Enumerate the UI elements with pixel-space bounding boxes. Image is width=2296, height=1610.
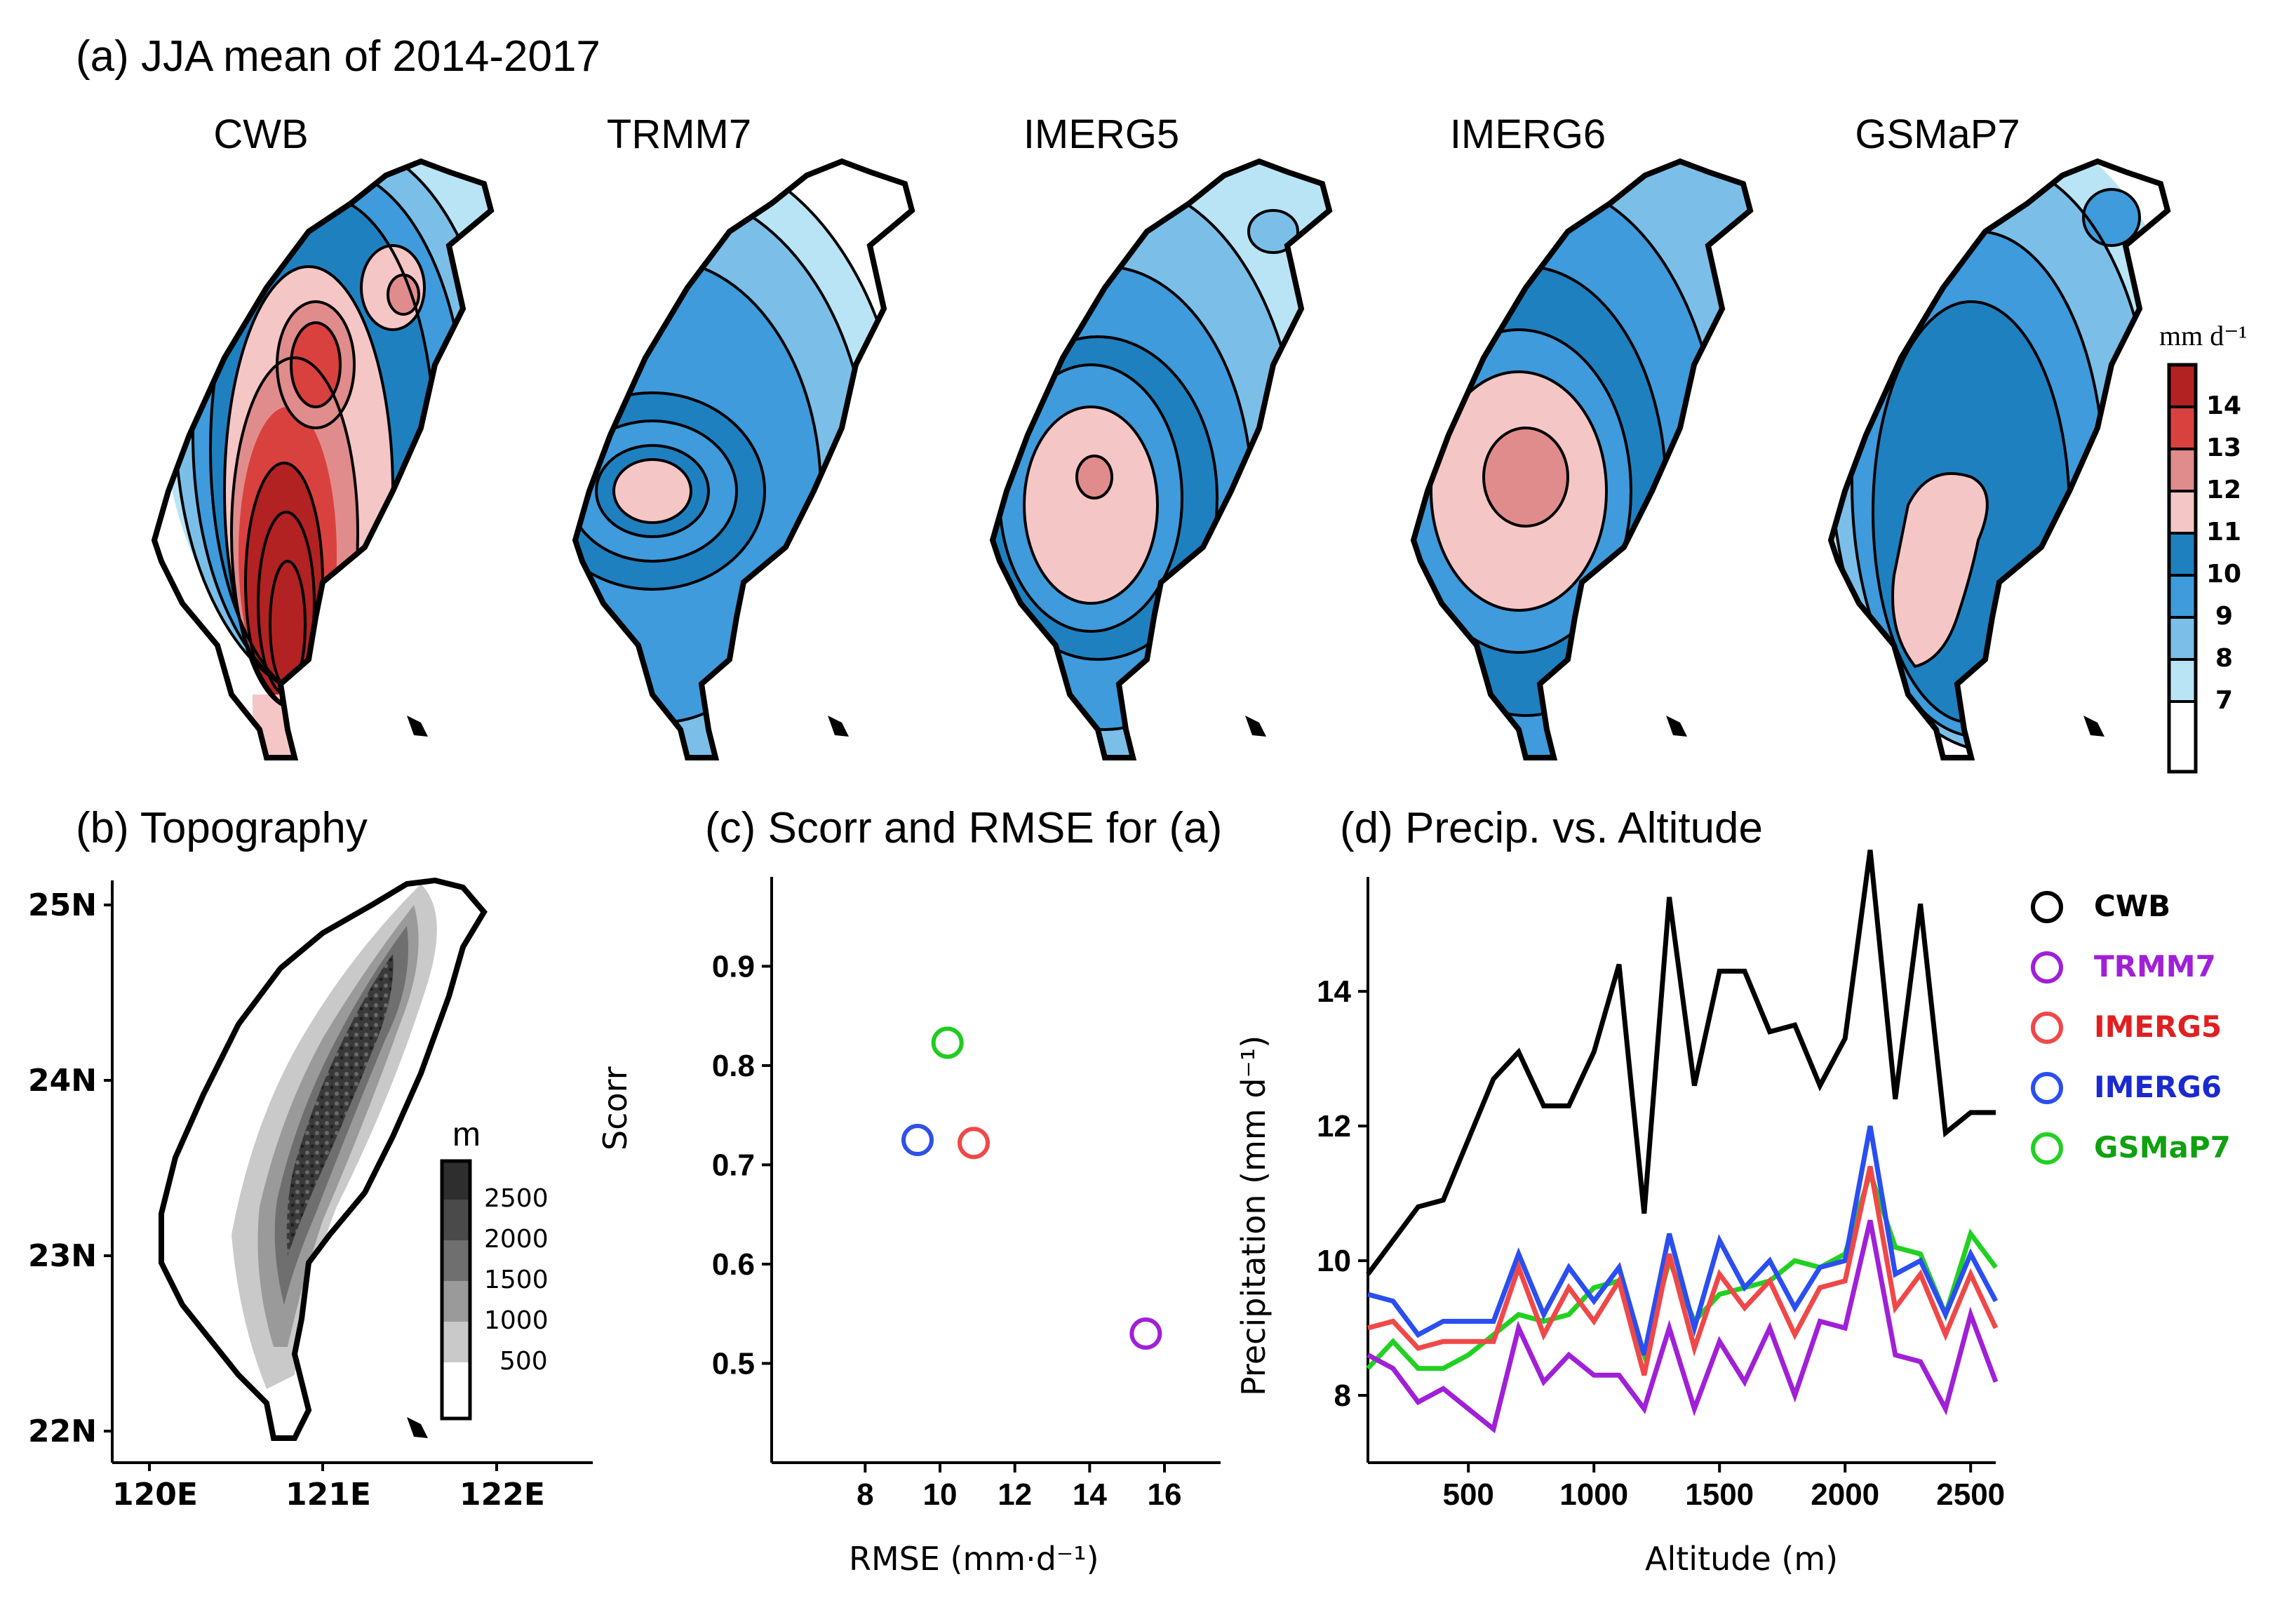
scatter-y-tick-label: 0.5	[712, 1346, 755, 1381]
scatter-point-gsmap7	[931, 1026, 964, 1059]
scatter-y-tick-label: 0.7	[712, 1148, 755, 1182]
scatter-x-tick-label: 16	[1148, 1477, 1182, 1512]
colorbar-swatch	[2169, 533, 2196, 575]
map-title-trmm7: TRMM7	[606, 112, 752, 157]
topo-colorbar-label: 2000	[484, 1225, 549, 1254]
colorbar-swatch	[2169, 491, 2196, 533]
scatter-y-tick-label: 0.6	[712, 1247, 755, 1282]
colorbar-label: 7	[2215, 686, 2234, 715]
scatter-y-tick-label: 0.8	[712, 1049, 755, 1083]
line-x-tick-label: 500	[1442, 1477, 1493, 1512]
line-y-tick-label: 14	[1317, 974, 1351, 1009]
colorbar-precip-unit: mm d⁻¹	[2159, 320, 2248, 351]
panel-a-title: (a) JJA mean of 2014-2017	[76, 32, 600, 81]
colorbar-label: 8	[2215, 644, 2234, 673]
lon-tick-122e: 122E	[459, 1477, 545, 1512]
line-y-tick-label: 12	[1317, 1109, 1351, 1143]
map-title-cwb: CWB	[213, 112, 309, 157]
colorbar-label: 13	[2206, 434, 2242, 462]
map-title-gsmap7: GSMaP7	[1855, 112, 2020, 157]
line-x-tick-label: 1000	[1559, 1477, 1628, 1512]
colorbar-topo-unit: m	[452, 1116, 481, 1153]
colorbar-label: 12	[2206, 476, 2242, 504]
colorbar-swatch	[2169, 617, 2196, 659]
line-x-tick-label: 2000	[1811, 1477, 1879, 1512]
topo-colorbar-label: 1500	[484, 1266, 549, 1294]
topo-colorbar-label: 1000	[484, 1306, 549, 1335]
lat-tick-25n: 25N	[28, 887, 98, 923]
panel-b-title: (b) Topography	[76, 804, 368, 852]
scatter-x-tick-label: 12	[998, 1477, 1032, 1512]
colorbar-swatch	[2169, 449, 2196, 491]
lon-tick-120e: 120E	[112, 1477, 198, 1512]
scatter-x-tick-label: 14	[1073, 1477, 1107, 1512]
legend-label-gsmap7: GSMaP7	[2094, 1130, 2231, 1165]
series-line-imerg5	[1367, 1165, 1999, 1376]
topo-colorbar-label: 2500	[484, 1184, 549, 1213]
scatter-y-tick-label: 0.9	[712, 949, 755, 984]
panel-d-title: (d) Precip. vs. Altitude	[1340, 804, 1764, 852]
legend-marker-cwb	[2031, 891, 2063, 923]
scatter-xlabel: RMSE (mm·d⁻¹)	[849, 1540, 1099, 1578]
legend-label-trmm7: TRMM7	[2094, 949, 2216, 984]
map-title-imerg5: IMERG5	[1023, 112, 1180, 157]
scatter-point-imerg5	[958, 1127, 990, 1160]
colorbar-label: 10	[2206, 560, 2242, 589]
series-line-trmm7	[1367, 1219, 1999, 1434]
line-x-tick-label: 1500	[1685, 1477, 1754, 1512]
line-ylabel: Precipitation (mm d⁻¹)	[1235, 1035, 1273, 1396]
lat-tick-22n: 22N	[28, 1414, 98, 1449]
series-line-imerg6	[1367, 1125, 1999, 1356]
map-title-imerg6: IMERG6	[1449, 112, 1606, 157]
legend-label-cwb: CWB	[2094, 889, 2171, 923]
scatter-point-imerg6	[901, 1124, 934, 1157]
series-line-cwb	[1366, 850, 1996, 1276]
panel-c-title: (c) Scorr and RMSE for (a)	[705, 804, 1223, 852]
lat-tick-23n: 23N	[28, 1238, 98, 1274]
lon-tick-121e: 121E	[286, 1477, 371, 1512]
legend-marker-imerg5	[2031, 1012, 2063, 1044]
lat-tick-24n: 24N	[28, 1063, 98, 1099]
line-xlabel: Altitude (m)	[1645, 1540, 1839, 1578]
colorbar-swatch	[2169, 575, 2196, 617]
line-y-tick-label: 10	[1317, 1244, 1351, 1278]
colorbar-label: 14	[2206, 391, 2242, 420]
colorbar-label: 9	[2215, 602, 2234, 631]
line-y-tick-label: 8	[1334, 1378, 1351, 1413]
scatter-x-tick-label: 10	[923, 1477, 958, 1512]
scatter-point-trmm7	[1129, 1317, 1162, 1350]
colorbar-swatch	[2169, 702, 2196, 772]
colorbar-swatch	[2169, 407, 2196, 449]
colorbar-topo	[440, 1159, 472, 1421]
legend-label-imerg6: IMERG6	[2094, 1070, 2222, 1104]
colorbar-swatch	[2169, 365, 2196, 407]
legend-label-imerg5: IMERG5	[2094, 1009, 2222, 1044]
topo-colorbar-label: 500	[499, 1347, 548, 1376]
legend-marker-trmm7	[2031, 951, 2063, 984]
scatter-x-tick-label: 8	[857, 1477, 873, 1512]
colorbar-label: 11	[2206, 518, 2242, 546]
colorbar-precip	[2167, 363, 2198, 774]
legend-marker-imerg6	[2031, 1072, 2063, 1104]
line-x-tick-label: 2500	[1936, 1477, 2005, 1512]
colorbar-swatch	[2169, 659, 2196, 702]
legend-marker-gsmap7	[2031, 1132, 2063, 1165]
